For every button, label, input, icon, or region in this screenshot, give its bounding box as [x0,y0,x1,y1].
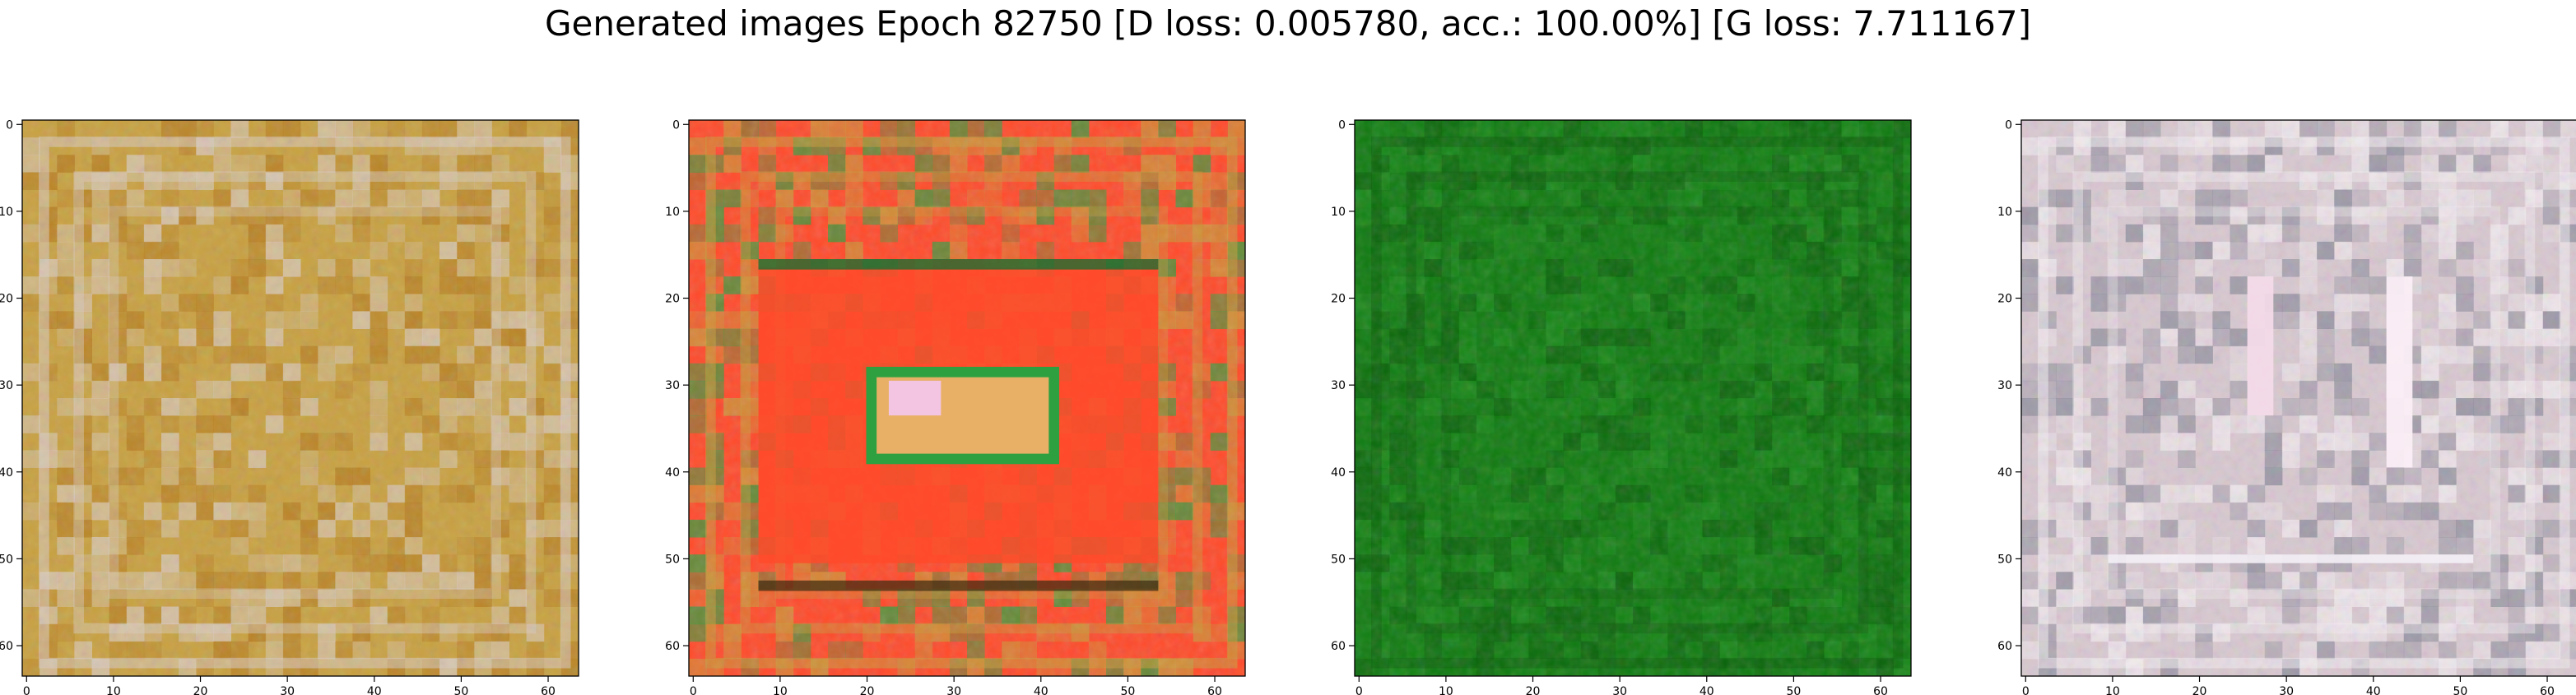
y-tick-label: 60 [0,640,13,653]
x-tick-label: 40 [1700,685,1714,695]
y-tick-label: 50 [1997,553,2012,566]
x-tick-label: 30 [2279,685,2294,695]
y-tick-label: 50 [665,553,680,566]
x-tick-label: 50 [453,685,468,695]
y-tick-label: 20 [1331,293,1346,306]
x-tick-label: 20 [1526,685,1541,695]
image-panel-4: 0 10 20 30 40 50 60 0 10 20 30 40 50 60 [1997,118,2576,695]
x-tick-label: 30 [1612,685,1627,695]
x-tick-label: 40 [1034,685,1049,695]
figure-title: Generated images Epoch 82750 [D loss: 0.… [544,3,2032,44]
x-tick-label: 10 [2105,685,2120,695]
generated-sample-4 [2021,120,2576,677]
generated-sample-1 [22,120,579,677]
axes-frame [1354,119,1912,677]
y-tick-label: 50 [1331,553,1346,566]
x-tick-label: 20 [860,685,875,695]
y-tick-label: 40 [665,466,680,480]
axes-frame [2020,119,2576,677]
x-tick-label: 30 [946,685,961,695]
x-tick-label: 30 [280,685,295,695]
y-tick-label: 10 [1997,206,2012,219]
y-tick-label: 0 [672,118,680,132]
x-tick-label: 20 [193,685,208,695]
y-tick-label: 10 [1331,206,1346,219]
x-tick-label: 0 [690,685,697,695]
x-tick-label: 40 [367,685,382,695]
x-tick-label: 50 [1120,685,1135,695]
y-tick-label: 20 [665,293,680,306]
x-tick-label: 40 [2366,685,2381,695]
axes-frame [688,119,1246,677]
x-tick-label: 60 [1207,685,1222,695]
axes-frame [21,119,579,677]
x-tick-label: 50 [2453,685,2467,695]
y-tick-label: 0 [1338,118,1346,132]
x-tick-label: 0 [23,685,30,695]
x-tick-label: 60 [541,685,556,695]
image-panel-1: 0 10 20 30 40 50 60 0 10 20 30 40 50 60 [0,118,579,695]
y-tick-label: 40 [0,466,13,480]
y-tick-label: 20 [0,293,13,306]
x-tick-label: 50 [1786,685,1801,695]
y-tick-label: 40 [1997,466,2012,480]
y-tick-label: 10 [0,206,13,219]
y-tick-label: 0 [2005,118,2012,132]
x-tick-label: 10 [106,685,121,695]
y-tick-label: 10 [665,206,680,219]
y-tick-label: 0 [6,118,13,132]
y-tick-label: 50 [0,553,13,566]
x-tick-label: 60 [1873,685,1888,695]
image-panel-3: 0 10 20 30 40 50 60 0 10 20 30 40 50 60 [1331,118,1912,695]
generated-sample-2 [689,120,1246,677]
y-tick-label: 30 [1997,379,2012,392]
x-tick-label: 60 [2540,685,2555,695]
x-tick-label: 0 [1355,685,1363,695]
image-panel-2: 0 10 20 30 40 50 60 0 10 20 30 40 50 60 [665,118,1246,695]
y-tick-label: 30 [0,379,13,392]
y-tick-label: 60 [1331,640,1346,653]
y-tick-label: 30 [665,379,680,392]
x-tick-label: 0 [2022,685,2030,695]
y-tick-label: 20 [1997,293,2012,306]
generated-sample-3 [1355,120,1912,677]
y-tick-label: 30 [1331,379,1346,392]
y-tick-label: 40 [1331,466,1346,480]
y-tick-label: 60 [1997,640,2012,653]
y-tick-label: 60 [665,640,680,653]
x-tick-label: 10 [1439,685,1453,695]
x-tick-label: 10 [773,685,788,695]
x-tick-label: 20 [2192,685,2207,695]
